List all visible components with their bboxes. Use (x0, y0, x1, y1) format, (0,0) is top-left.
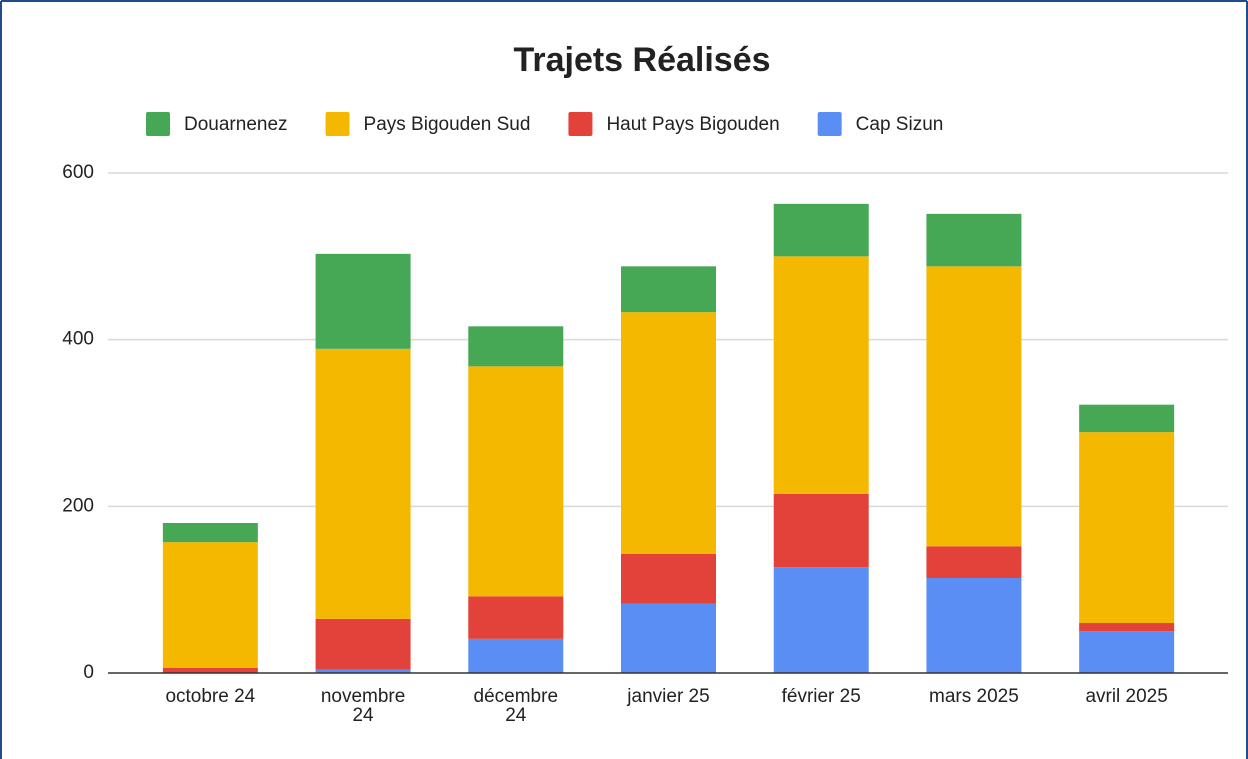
x-tick-label: novembre 24 (320, 686, 406, 726)
bar-segment (315, 618, 411, 670)
bar-segment (162, 668, 258, 673)
bar-segment (162, 542, 258, 668)
bar-segment (1079, 631, 1175, 673)
bar-segment (621, 553, 716, 604)
bar-segment (926, 546, 1022, 578)
bar-segment (315, 348, 411, 619)
bar-segment (621, 312, 716, 554)
legend-swatch (146, 112, 170, 136)
x-tick-label: avril 2025 (1085, 686, 1168, 707)
bar-segment (621, 266, 716, 313)
bar-segment (926, 266, 1022, 547)
legend-label: Douarnenez (184, 114, 288, 135)
bar-segment (773, 567, 869, 673)
bar-segment (1079, 404, 1175, 433)
legend-label: Cap Sizun (856, 114, 944, 135)
bar-segment (1079, 432, 1175, 623)
bar-segment (773, 493, 869, 568)
legend-label: Pays Bigouden Sud (364, 114, 531, 135)
legend-swatch (817, 112, 842, 136)
x-tick-label: octobre 24 (165, 686, 256, 707)
x-tick-label: décembre 24 (473, 686, 559, 726)
legend-swatch (325, 112, 350, 136)
y-tick-label: 600 (62, 162, 94, 183)
legend-label: Haut Pays Bigouden (606, 114, 779, 135)
bar-segment (162, 523, 258, 543)
bar-segment (773, 256, 869, 494)
bar-segment (773, 203, 869, 257)
bar-segment (315, 253, 411, 349)
bar-segment (468, 366, 564, 597)
y-tick-label: 200 (62, 495, 94, 516)
y-tick-label: 400 (62, 329, 94, 350)
bar-segment (468, 638, 564, 673)
legend-swatch (568, 112, 593, 136)
y-tick-label: 0 (83, 662, 94, 683)
bar-segment (468, 596, 564, 639)
bar-segment (468, 326, 564, 367)
chart-title: Trajets Réalisés (513, 41, 770, 79)
bar-segment (926, 213, 1022, 267)
x-tick-label: mars 2025 (929, 686, 1019, 707)
bar-segment (621, 603, 716, 673)
bar-segment (315, 669, 411, 673)
bar-segment (926, 578, 1022, 673)
bar-segment (1079, 623, 1175, 632)
x-tick-label: février 25 (781, 686, 861, 707)
x-tick-label: janvier 25 (627, 686, 710, 707)
